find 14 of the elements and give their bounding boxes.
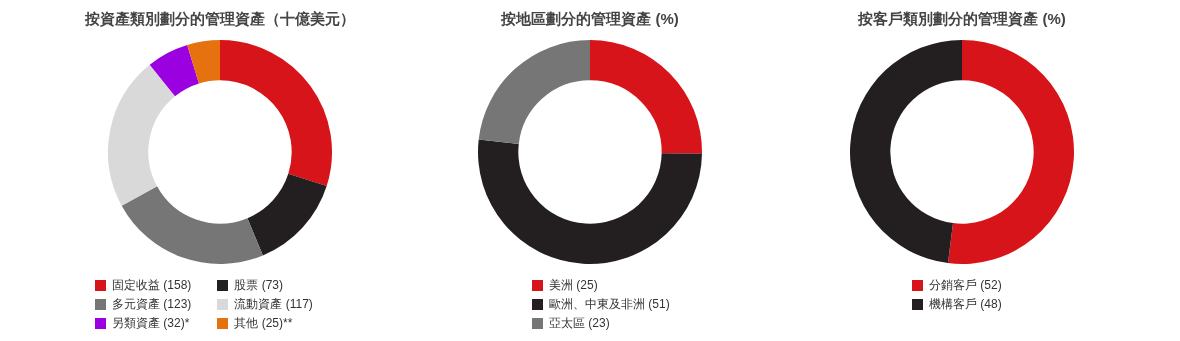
legend-label: 分銷客戶 (52) (929, 277, 1002, 294)
legend-label: 其他 (25)** (234, 315, 293, 332)
legend-label: 多元資產 (123) (112, 296, 192, 313)
legend-label: 股票 (73) (234, 277, 284, 294)
legend-label: 美洲 (25) (549, 277, 598, 294)
legend-label: 歐洲、中東及非洲 (51) (549, 296, 670, 313)
chart-title: 按地區劃分的管理資產 (%) (500, 10, 680, 29)
legend-label: 另類資產 (32)* (112, 315, 190, 332)
legend-label: 固定收益 (158) (112, 277, 192, 294)
legend-label: 流動資產 (117) (234, 296, 313, 313)
chart-title: 按資產類別劃分的管理資產（十億美元） (84, 10, 356, 29)
chart-title: 按客戶類別劃分的管理資產 (%) (857, 10, 1067, 29)
legend-label: 機構客戶 (48) (929, 296, 1002, 313)
legend-label: 亞太區 (23) (549, 315, 610, 332)
